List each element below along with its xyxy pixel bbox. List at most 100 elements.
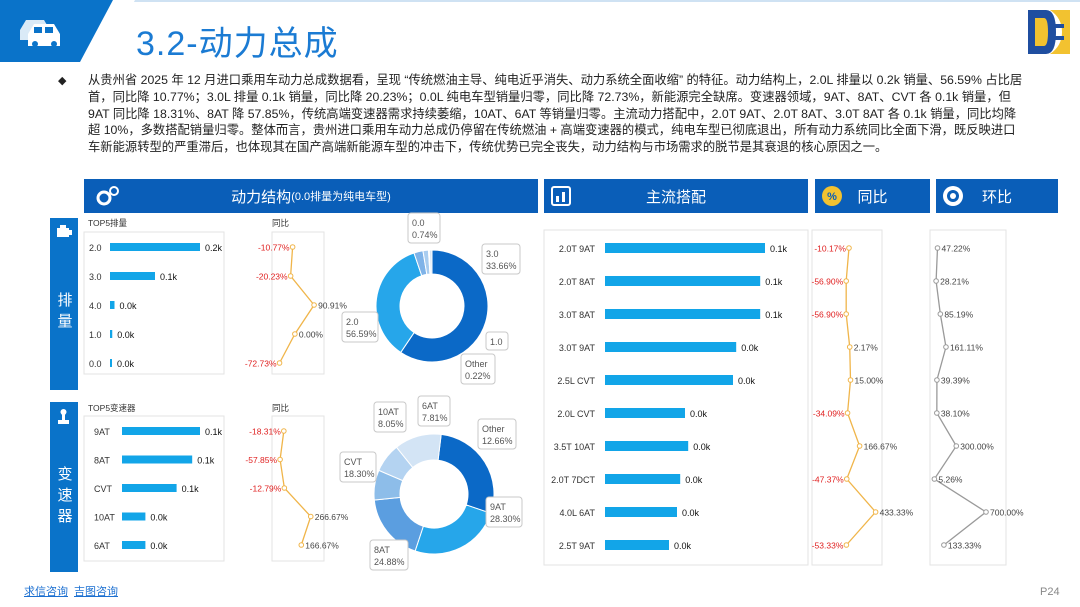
point-label: 166.67% — [864, 442, 898, 452]
donut-label-text: 8AT — [374, 545, 390, 555]
series-point — [941, 542, 947, 548]
donut-label-text: 6AT — [422, 401, 438, 411]
bar-value-label: 0.0k — [741, 343, 759, 353]
series-point — [953, 443, 960, 449]
point-label: 133.33% — [948, 541, 982, 551]
car-icon — [20, 20, 60, 47]
donut-label-text: 8.05% — [378, 419, 404, 429]
bar — [605, 342, 737, 352]
transmission-bar-frame — [83, 415, 225, 562]
series-point — [937, 311, 944, 317]
series-point — [276, 360, 283, 366]
series-line — [278, 246, 315, 364]
series-point — [289, 244, 296, 250]
donut-label-text: CVT — [344, 457, 363, 467]
bar-value-label: 0.1k — [765, 310, 783, 320]
bar-category-label: 9AT — [94, 427, 110, 437]
footer-link-1[interactable]: 求信咨询 — [24, 586, 68, 598]
footer-links: 求信咨询 吉图咨询 — [24, 583, 118, 599]
bar — [110, 330, 113, 338]
point-label: -53.33% — [812, 541, 844, 551]
gear-shift-icon — [58, 409, 69, 424]
donut-label-text: 28.30% — [490, 514, 521, 524]
bar-value-label: 0.0k — [150, 513, 168, 523]
transmission-caption: 变速器 — [50, 402, 78, 572]
donut-label-text: 10AT — [378, 407, 399, 417]
donut-label-text: 9AT — [490, 502, 506, 512]
bar-category-label: 3.0T 9AT — [559, 343, 596, 353]
bar-category-label: 3.5T 10AT — [554, 442, 596, 452]
point-label: 433.33% — [880, 508, 914, 518]
series-point — [843, 278, 849, 284]
target-icon — [940, 183, 966, 209]
donut-label-text: 33.66% — [486, 261, 517, 271]
bar-category-label: 4.0L 6AT — [559, 508, 595, 518]
donut-label-text: 7.81% — [422, 413, 448, 423]
series-point — [843, 311, 849, 317]
engine-icon — [57, 225, 72, 237]
point-label: -47.37% — [812, 475, 844, 485]
bar — [605, 408, 685, 418]
point-label: 28.21% — [940, 277, 969, 287]
bar-category-label: 2.0T 7DCT — [551, 475, 595, 485]
donut-label-box — [485, 331, 509, 351]
bar-value-label: 0.1k — [205, 427, 223, 437]
series-point — [847, 377, 854, 383]
bar-category-label: 2.0L CVT — [557, 409, 595, 419]
bar-category-label: 2.0 — [89, 243, 102, 253]
bar — [605, 276, 761, 286]
donut-label-text: 24.88% — [374, 557, 405, 567]
point-label: -10.17% — [814, 244, 846, 254]
displacement-top5-label: TOP5排量 — [88, 218, 128, 228]
series-point — [846, 245, 852, 251]
paragraph-bullet: ◆ — [58, 75, 67, 87]
donut-label-box — [481, 243, 521, 275]
chart-icon — [548, 183, 574, 209]
donut-label-text: 1.0 — [490, 337, 503, 347]
bar — [605, 243, 765, 253]
donut-slice — [395, 433, 442, 469]
power-structure-note: (0.0排量为纯电车型) — [291, 191, 391, 203]
point-label: 161.11% — [950, 343, 983, 353]
point-label: -10.77% — [258, 243, 290, 253]
brand-logo-icon — [1028, 10, 1070, 54]
svg-text:%: % — [827, 191, 837, 203]
series-point — [844, 410, 851, 416]
displacement-caption: 排量 — [50, 218, 78, 390]
point-label: 700.00% — [990, 508, 1024, 518]
point-label: 38.10% — [941, 409, 970, 419]
transmission-caption-text: 变速器 — [55, 466, 73, 529]
series-point — [934, 410, 940, 416]
point-label: 2.17% — [854, 343, 879, 353]
donut-label-box — [369, 539, 409, 571]
donut-label-box — [373, 401, 407, 433]
bar-value-label: 0.0k — [682, 508, 700, 518]
series-point — [277, 456, 283, 463]
donut-label-text: Other — [482, 424, 505, 434]
bar-value-label: 0.0k — [685, 475, 703, 485]
donut-label-text: 12.66% — [482, 436, 513, 446]
donut-label-text: 2.0 — [346, 317, 359, 327]
point-label: 5.26% — [938, 475, 963, 485]
point-label: 39.39% — [941, 376, 970, 386]
bar-category-label: 6AT — [94, 541, 110, 551]
donut-slice — [428, 249, 433, 275]
donut-label-text: 3.0 — [486, 249, 499, 259]
point-label: 0.00% — [299, 330, 324, 340]
bar — [605, 507, 677, 517]
combo-bar-frame — [543, 229, 809, 566]
footer-link-2[interactable]: 吉图咨询 — [74, 586, 118, 598]
point-label: 166.67% — [305, 541, 339, 551]
displacement-caption-text: 排量 — [55, 292, 73, 334]
donut-slice — [400, 249, 489, 363]
page-number: P24 — [1040, 586, 1060, 598]
series-point — [311, 302, 317, 308]
donut-label-box — [339, 451, 377, 483]
series-point — [843, 542, 850, 548]
point-label: -12.79% — [250, 484, 282, 494]
combo-mom-frame — [929, 229, 1007, 566]
donut-slice — [414, 504, 492, 555]
point-label: -57.85% — [245, 455, 277, 465]
bar — [605, 441, 689, 451]
bar — [110, 359, 112, 367]
